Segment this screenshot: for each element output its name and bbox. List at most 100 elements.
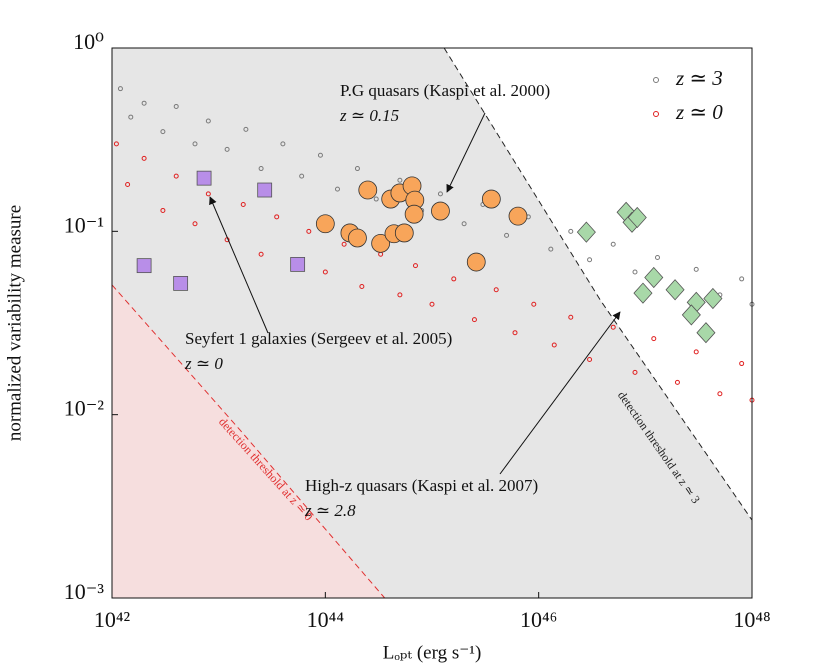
cloud-point bbox=[568, 314, 574, 320]
cloud-point bbox=[412, 263, 418, 269]
cloud-point bbox=[274, 214, 280, 220]
circle-marker bbox=[404, 204, 424, 224]
cloud-point bbox=[610, 241, 616, 247]
background-layer bbox=[112, 48, 752, 598]
diamond-marker bbox=[633, 282, 653, 304]
cloud-point bbox=[258, 166, 264, 172]
legend-marker bbox=[653, 111, 659, 117]
cloud-point bbox=[548, 246, 554, 252]
cloud-point bbox=[461, 221, 467, 227]
cloud-point bbox=[173, 103, 179, 109]
square-marker bbox=[173, 275, 189, 291]
legend-label: z ≃ 3 bbox=[675, 66, 723, 90]
plot-frame bbox=[111, 47, 753, 599]
cloud-point bbox=[299, 173, 305, 179]
cloud-point bbox=[192, 141, 198, 147]
annotation-subtext: z ≃ 0 bbox=[184, 354, 223, 373]
cloud-point bbox=[651, 336, 657, 342]
cloud-point bbox=[359, 284, 365, 290]
circle-marker bbox=[358, 180, 378, 200]
circle-marker bbox=[348, 228, 367, 248]
cloud-point bbox=[141, 100, 147, 106]
legend-label: z ≃ 0 bbox=[675, 100, 723, 124]
cloud-point bbox=[125, 182, 131, 188]
square-marker bbox=[196, 170, 212, 186]
diamond-marker bbox=[696, 322, 716, 344]
cloud-point bbox=[205, 191, 211, 197]
cloud-point bbox=[587, 257, 593, 263]
y-tick-label: 10⁻² bbox=[64, 396, 105, 421]
cloud-point bbox=[243, 126, 249, 132]
circle-marker bbox=[394, 223, 414, 243]
square-marker bbox=[257, 182, 273, 198]
cloud-point bbox=[397, 292, 403, 298]
circle-marker bbox=[481, 189, 501, 209]
cloud-point bbox=[717, 391, 723, 397]
diamond-marker bbox=[703, 287, 723, 310]
square-marker bbox=[136, 258, 152, 274]
cloud-point bbox=[632, 369, 638, 375]
cloud-point bbox=[493, 287, 499, 293]
diamond-marker bbox=[576, 221, 596, 243]
cloud-point bbox=[739, 276, 745, 282]
arrow bbox=[209, 196, 269, 334]
cloud-point bbox=[451, 276, 457, 282]
y-tick-label: 10⁻¹ bbox=[64, 212, 104, 237]
circle-marker bbox=[315, 214, 335, 234]
cloud-point bbox=[739, 361, 745, 367]
square-marker bbox=[290, 257, 306, 272]
diamond-marker bbox=[681, 304, 701, 326]
diamond-marker bbox=[644, 266, 664, 289]
cloud-point bbox=[531, 301, 537, 307]
x-tick-label: 10⁴⁶ bbox=[520, 607, 557, 632]
y-tick-label: 10⁻³ bbox=[64, 579, 105, 604]
arrow bbox=[446, 112, 486, 193]
undetectable-region-z0 bbox=[112, 284, 385, 598]
cloud-point bbox=[610, 324, 616, 330]
cloud-point bbox=[113, 141, 119, 147]
cloud-point bbox=[341, 241, 347, 247]
circle-marker bbox=[431, 201, 450, 221]
cloud-point bbox=[512, 330, 518, 336]
legend-marker bbox=[653, 77, 659, 83]
circle-marker bbox=[466, 252, 486, 272]
circle-marker bbox=[508, 206, 528, 226]
y-axis-label: normalized variability measure bbox=[4, 205, 25, 441]
cloud-point bbox=[397, 177, 403, 183]
cloud-point bbox=[693, 266, 699, 272]
circle-marker bbox=[371, 233, 391, 253]
x-tick-label: 10⁴⁴ bbox=[307, 607, 345, 632]
cloud-point bbox=[551, 342, 557, 348]
cloud-point bbox=[429, 301, 435, 307]
x-tick-label: 10⁴² bbox=[94, 607, 131, 632]
annotation: Seyfert 1 galaxies (Sergeev et al. 2005) bbox=[185, 329, 452, 348]
cloud-point bbox=[160, 129, 166, 135]
diamond-marker bbox=[665, 279, 685, 301]
points-layer bbox=[113, 86, 755, 403]
cloud-point bbox=[258, 251, 264, 257]
cloud-point bbox=[192, 221, 198, 227]
cloud-point bbox=[568, 228, 574, 234]
cloud-point bbox=[354, 166, 360, 172]
cloud-point bbox=[141, 155, 147, 161]
cloud-point bbox=[224, 146, 230, 152]
cloud-point bbox=[160, 207, 166, 213]
cloud-point bbox=[306, 228, 312, 234]
cloud-point bbox=[117, 86, 123, 92]
cloud-point bbox=[587, 356, 593, 362]
cloud-point bbox=[693, 349, 699, 355]
cloud-point bbox=[437, 191, 443, 197]
x-tick-label: 10⁴⁸ bbox=[733, 607, 770, 632]
cloud-point bbox=[504, 232, 510, 238]
arrow bbox=[499, 311, 621, 475]
cloud-point bbox=[280, 141, 286, 147]
annotation: P.G quasars (Kaspi et al. 2000) bbox=[340, 81, 550, 100]
threshold-line bbox=[111, 284, 386, 599]
cloud-point bbox=[334, 186, 340, 192]
diamond-marker bbox=[627, 206, 647, 229]
cloud-point bbox=[128, 114, 134, 120]
cloud-point bbox=[632, 269, 638, 275]
cloud-point bbox=[471, 317, 477, 323]
cloud-point bbox=[240, 202, 246, 208]
